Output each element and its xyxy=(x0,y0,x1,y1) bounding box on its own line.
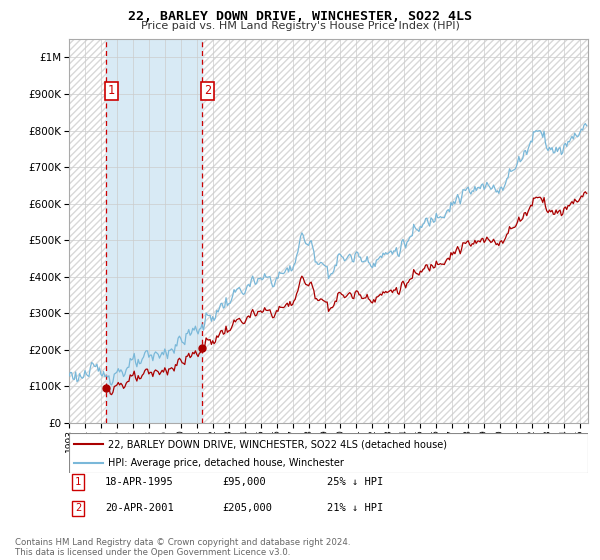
Text: HPI: Average price, detached house, Winchester: HPI: Average price, detached house, Winc… xyxy=(108,458,344,468)
Text: 22, BARLEY DOWN DRIVE, WINCHESTER, SO22 4LS: 22, BARLEY DOWN DRIVE, WINCHESTER, SO22 … xyxy=(128,10,472,22)
Text: Contains HM Land Registry data © Crown copyright and database right 2024.
This d: Contains HM Land Registry data © Crown c… xyxy=(15,538,350,557)
Text: £205,000: £205,000 xyxy=(222,503,272,514)
Text: 1: 1 xyxy=(108,85,115,97)
Text: 2: 2 xyxy=(75,503,81,514)
Text: 18-APR-1995: 18-APR-1995 xyxy=(105,477,174,487)
Text: 21% ↓ HPI: 21% ↓ HPI xyxy=(327,503,383,514)
Text: £95,000: £95,000 xyxy=(222,477,266,487)
FancyBboxPatch shape xyxy=(69,433,588,473)
Text: 1: 1 xyxy=(75,477,81,487)
Text: 2: 2 xyxy=(204,85,211,97)
Bar xyxy=(106,39,202,423)
Text: Price paid vs. HM Land Registry's House Price Index (HPI): Price paid vs. HM Land Registry's House … xyxy=(140,21,460,31)
Text: 25% ↓ HPI: 25% ↓ HPI xyxy=(327,477,383,487)
Text: 20-APR-2001: 20-APR-2001 xyxy=(105,503,174,514)
Text: 22, BARLEY DOWN DRIVE, WINCHESTER, SO22 4LS (detached house): 22, BARLEY DOWN DRIVE, WINCHESTER, SO22 … xyxy=(108,439,447,449)
